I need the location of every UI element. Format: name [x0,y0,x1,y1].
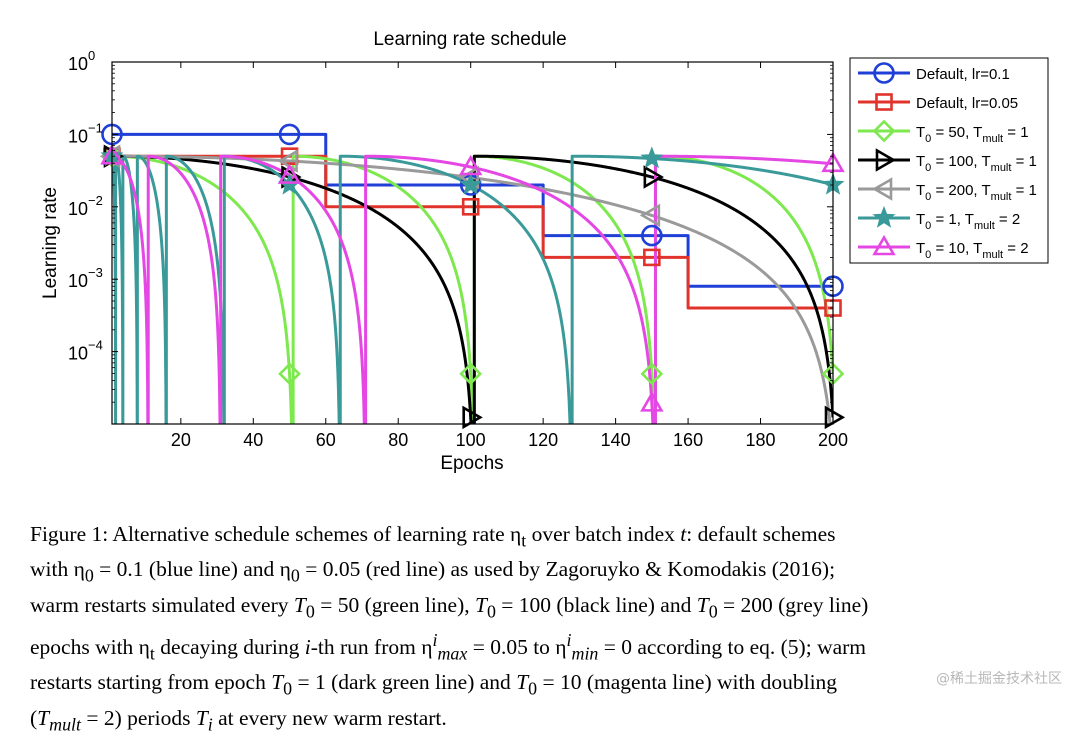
caption-line: warm restarts simulated every T0 = 50 (g… [30,592,869,621]
plot-frame [111,61,834,425]
axis-layer: 20 40 60 80 100 120 140 160 180 200 100 10−1 10−2 10−… [68,48,848,450]
x-tick-label: 120 [528,430,558,450]
series-line-5 [112,154,833,424]
legend-marker [875,93,893,111]
caption-line: (Tmult = 2) periods Ti at every new warm… [30,705,447,734]
legend-marker [871,177,893,201]
series-line-3 [112,154,833,424]
series-1-marker [461,198,480,216]
learning-rate-chart: Learning rate schedule 20 40 60 80 100 120 140… [40,29,1049,474]
x-tick-label: 180 [746,430,776,450]
marker-layer [99,123,846,430]
x-tick-label: 100 [456,430,486,450]
x-tick-label: 200 [818,430,848,450]
legend-label: Default, lr=0.05 [916,95,1018,112]
series-6-marker [458,154,483,176]
series-2-marker [278,362,301,386]
legend-label: T0 = 1, Tmult = 2 [916,211,1020,232]
legend-label: T0 = 10, Tmult = 2 [916,240,1029,261]
legend-marker [875,148,897,172]
y-tick-label: 10−4 [68,338,103,364]
watermark: @稀土掘金技术社区 [936,671,1062,687]
legend: Default, lr=0.1 Default, lr=0.05 T0 = 50, … [849,57,1049,264]
series-3-marker [824,405,846,430]
series-layer [112,132,833,424]
series-3-marker [462,405,483,430]
legend-marker [873,62,895,84]
y-tick-label: 10−2 [68,193,103,219]
series-5-marker [640,146,664,169]
series-0-marker [641,224,663,247]
legend-label: T0 = 200, Tmult = 1 [916,182,1037,203]
legend-label: T0 = 50, Tmult = 1 [916,124,1029,145]
x-tick-label: 40 [243,430,263,450]
x-tick-label: 160 [673,430,703,450]
series-4-marker [639,203,661,228]
figure-caption: Figure 1: Alternative schedule schemes o… [30,520,1065,739]
series-line-6 [112,154,833,424]
chart-title: Learning rate schedule [373,29,566,50]
x-tick-label: 20 [171,430,191,450]
series-6-marker [277,163,302,184]
series-2-marker [640,362,664,386]
series-2-marker [459,362,483,386]
caption-line: restarts starting from epoch T0 = 1 (dar… [30,670,838,699]
legend-label: Default, lr=0.1 [916,66,1010,83]
caption-line: Figure 1: Alternative schedule schemes o… [30,522,836,551]
y-tick-label: 10−1 [68,120,103,146]
legend-marker [872,205,896,228]
caption-line: epochs with ηt decaying during i-th run … [30,629,867,664]
y-tick-label: 10−3 [68,265,103,291]
legend-marker [872,234,896,256]
x-tick-label: 140 [601,430,631,450]
x-tick-label: 80 [388,430,408,450]
x-axis-label: Epochs [440,453,503,474]
x-tick-label: 60 [316,430,336,450]
legend-marker [872,119,896,143]
series-1-marker [643,248,661,267]
caption-line: with η0 = 0.1 (blue line) and η0 = 0.05 … [30,557,836,586]
y-axis-label: Learning rate [40,187,61,299]
series-6-marker [640,391,664,412]
series-5-marker [459,172,483,195]
series-0-marker [278,123,301,146]
legend-label: T0 = 100, Tmult = 1 [916,153,1037,174]
y-tick-label: 100 [68,48,95,74]
series-3-marker [643,165,664,189]
plot-area [112,62,833,424]
